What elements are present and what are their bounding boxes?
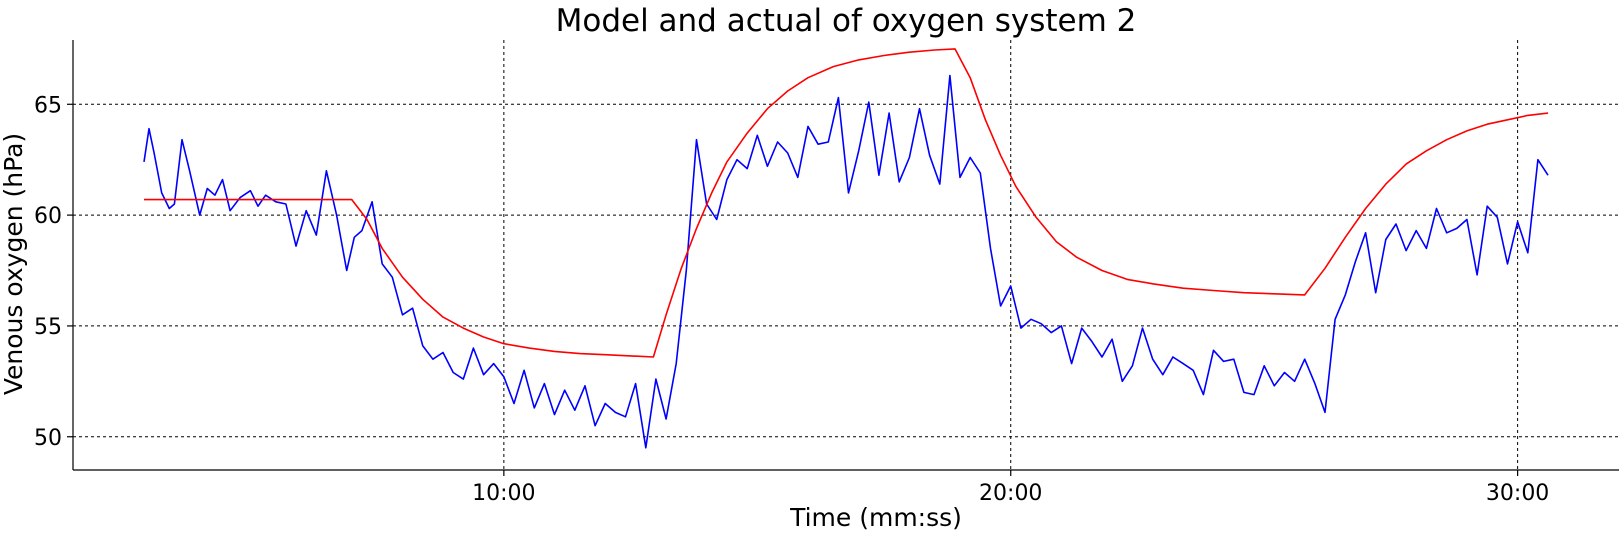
x-axis-title: Time (mm:ss) (789, 503, 962, 532)
y-tick-label: 60 (34, 204, 62, 229)
y-tick-label: 55 (34, 315, 62, 340)
x-tick-label: 10:00 (472, 481, 535, 506)
tick-labels: 50 55 60 65 10:00 20:00 30:00 (34, 93, 1549, 506)
chart-title: Model and actual of oxygen system 2 (556, 3, 1137, 39)
y-tick-label: 65 (34, 93, 62, 118)
y-tick-label: 50 (34, 426, 62, 451)
series-lines (143, 48, 1549, 449)
y-axis-title: Venous oxygen (hPa) (0, 133, 28, 395)
series-line-red (144, 48, 1549, 358)
x-tick-label: 20:00 (979, 481, 1042, 506)
series-line-blue (143, 74, 1549, 449)
axes (72, 40, 1619, 471)
x-tick-label: 30:00 (1486, 481, 1549, 506)
grid-lines (73, 40, 1619, 470)
